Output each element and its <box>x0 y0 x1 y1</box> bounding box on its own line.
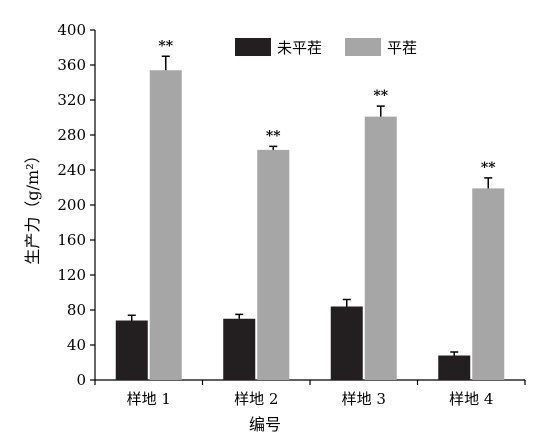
legend-swatch <box>235 38 271 56</box>
significance-label: ** <box>266 128 281 144</box>
y-tick-label: 80 <box>67 301 86 319</box>
legend-label: 平茬 <box>387 39 417 57</box>
y-tick-label: 120 <box>57 266 86 284</box>
bar-series-1 <box>330 306 363 380</box>
y-tick-label: 200 <box>57 196 86 214</box>
legend: 未平茬 平茬 <box>235 38 417 57</box>
y-tick-label: 320 <box>57 91 86 109</box>
legend-label: 未平茬 <box>277 39 322 57</box>
bar-series-1 <box>223 318 256 380</box>
y-tick-label: 160 <box>57 231 86 249</box>
bar-series-1 <box>438 355 471 380</box>
x-axis-title: 编号 <box>249 415 281 434</box>
significance-label: ** <box>481 160 496 176</box>
y-tick-label: 0 <box>76 371 86 389</box>
y-tick-label: 240 <box>57 161 86 179</box>
bar-series-2 <box>364 116 397 380</box>
y-tick-label: 280 <box>57 126 86 144</box>
y-axis-title: 生产力（g/m²） <box>23 147 42 264</box>
significance-label: ** <box>373 88 388 104</box>
x-tick-label: 样地 3 <box>342 390 386 408</box>
x-tick-label: 样地 1 <box>127 390 171 408</box>
legend-swatch <box>345 38 381 56</box>
x-tick-label: 样地 2 <box>234 390 278 408</box>
x-tick-label: 样地 4 <box>449 390 493 408</box>
bar-series-1 <box>115 320 148 380</box>
y-tick-label: 400 <box>57 21 86 39</box>
significance-label: ** <box>158 38 173 54</box>
y-tick-label: 40 <box>67 336 86 354</box>
bar-series-2 <box>472 188 505 380</box>
bar-series-2 <box>149 70 182 380</box>
bar-series-2 <box>257 149 290 380</box>
plot-area: 0 40 80 120 160 200 240 280 320 360 400 ** 样地 1 ** 样地 … <box>57 21 526 408</box>
y-tick-label: 360 <box>57 56 86 74</box>
